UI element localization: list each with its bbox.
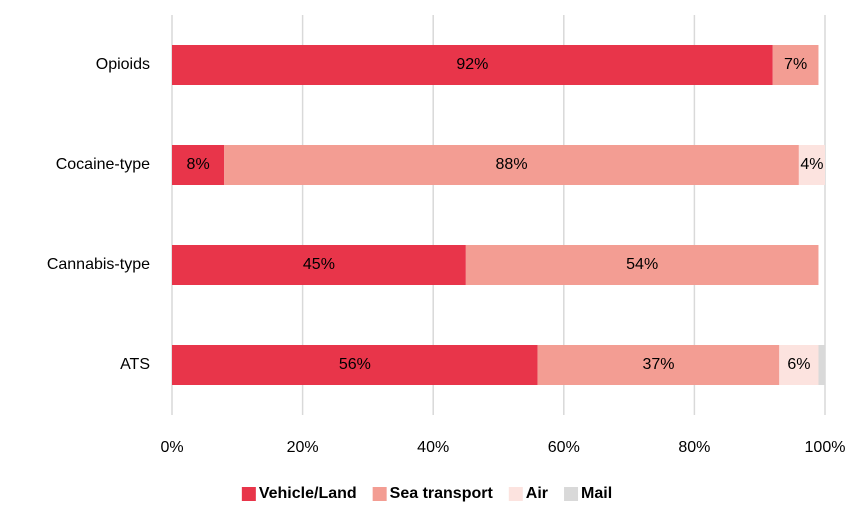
y-tick-label: Cocaine-type (56, 156, 150, 173)
legend-label: Sea transport (390, 485, 494, 502)
bar-segment (818, 345, 825, 385)
data-label: 92% (456, 56, 488, 73)
x-tick-label: 0% (160, 439, 183, 456)
bar-segment (465, 245, 819, 285)
data-label: 54% (626, 256, 658, 273)
x-tick-label: 80% (678, 439, 710, 456)
y-tick-label: Cannabis-type (47, 256, 150, 273)
data-label: 45% (303, 256, 335, 273)
data-label: 56% (339, 356, 371, 373)
x-tick-label: 100% (805, 439, 846, 456)
legend-label: Air (526, 485, 548, 502)
y-tick-label: Opioids (96, 56, 150, 73)
bar-segment (779, 345, 819, 385)
x-tick-label: 60% (548, 439, 580, 456)
data-label: 88% (496, 156, 528, 173)
legend-swatch (372, 487, 387, 501)
y-tick-label: ATS (120, 356, 150, 373)
data-label: 8% (187, 156, 210, 173)
bar-segment (172, 345, 538, 385)
legend-swatch (508, 487, 523, 501)
bar-segment (772, 45, 819, 85)
legend: Vehicle/Land Sea transport Air Mail (241, 485, 612, 502)
legend-swatch (564, 487, 579, 501)
bar-segment (224, 145, 799, 185)
legend-label: Vehicle/Land (259, 485, 357, 502)
bar-segment (172, 45, 773, 85)
legend-label: Mail (581, 485, 612, 502)
legend-swatch (241, 487, 256, 501)
data-label: 4% (800, 156, 823, 173)
x-tick-label: 40% (417, 439, 449, 456)
bar-segment (798, 145, 825, 185)
data-label: 7% (784, 56, 807, 73)
x-tick-label: 20% (287, 439, 319, 456)
bar-segment (537, 345, 780, 385)
data-label: 6% (787, 356, 810, 373)
bar-segment (172, 145, 225, 185)
data-label: 37% (642, 356, 674, 373)
bar-segment (172, 245, 466, 285)
